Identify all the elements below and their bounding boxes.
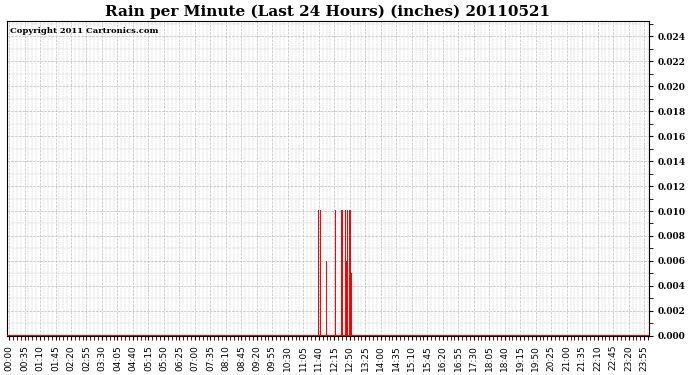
Title: Rain per Minute (Last 24 Hours) (inches) 20110521: Rain per Minute (Last 24 Hours) (inches)… [105,4,550,18]
Bar [350,210,351,336]
Text: Copyright 2011 Cartronics.com: Copyright 2011 Cartronics.com [10,27,159,35]
Bar [342,210,343,336]
Bar [319,210,321,336]
Bar [349,210,350,336]
Bar [326,261,327,336]
Bar [347,210,348,336]
Bar [341,210,342,336]
Bar [359,210,360,336]
Bar [336,210,337,336]
Bar [344,210,346,336]
Bar [346,261,347,336]
